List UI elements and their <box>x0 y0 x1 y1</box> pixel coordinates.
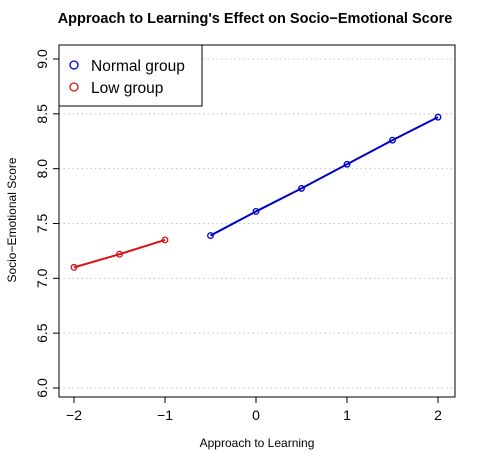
series-1-point-0 <box>70 263 78 271</box>
y-tick-label-3: 7.5 <box>34 214 50 234</box>
y-axis-label: Socio−Emotional Score <box>5 157 19 282</box>
x-tick-label-3: 1 <box>343 407 351 423</box>
x-tick-label-4: 2 <box>434 407 442 423</box>
x-axis-label: Approach to Learning <box>200 436 315 450</box>
y-tick-label-5: 8.5 <box>34 104 50 124</box>
legend-marker-1 <box>69 82 79 92</box>
grid-lines <box>59 58 455 389</box>
legend-marker-0 <box>69 60 79 70</box>
legend-box <box>58 44 203 107</box>
x-tick-label-2: 0 <box>252 407 260 423</box>
series-0-point-3 <box>343 160 351 168</box>
legend: Normal group Low group <box>58 44 203 107</box>
series-line-1 <box>73 238 166 269</box>
y-tick-label-0: 6.0 <box>34 378 50 398</box>
plot-frame <box>58 44 456 398</box>
series-line-0 <box>210 116 439 237</box>
series-0-point-4 <box>389 136 396 144</box>
chart-title: Approach to Learning's Effect on Socio−E… <box>58 11 453 27</box>
y-tick-label-2: 7.0 <box>34 268 50 288</box>
series-layer <box>70 113 442 271</box>
series-1-point-1 <box>116 250 123 258</box>
y-axis: 6.0 6.5 7.0 7.5 8.0 8.5 9.0 <box>34 49 59 398</box>
y-tick-label-1: 6.5 <box>34 323 50 343</box>
series-0-point-0 <box>207 232 214 240</box>
series-0-point-2 <box>298 184 305 192</box>
legend-label-1: Low group <box>91 80 163 97</box>
x-tick-label-1: −1 <box>157 407 173 423</box>
x-tick-label-0: −2 <box>66 407 82 423</box>
y-tick-label-6: 9.0 <box>34 49 50 69</box>
series-0-point-1 <box>252 207 260 215</box>
y-tick-label-4: 8.0 <box>34 159 50 179</box>
x-axis: −2 −1 0 1 2 <box>66 397 442 423</box>
series-0-point-5 <box>434 113 442 121</box>
series-1-point-2 <box>161 236 169 244</box>
legend-label-0: Normal group <box>91 58 185 75</box>
